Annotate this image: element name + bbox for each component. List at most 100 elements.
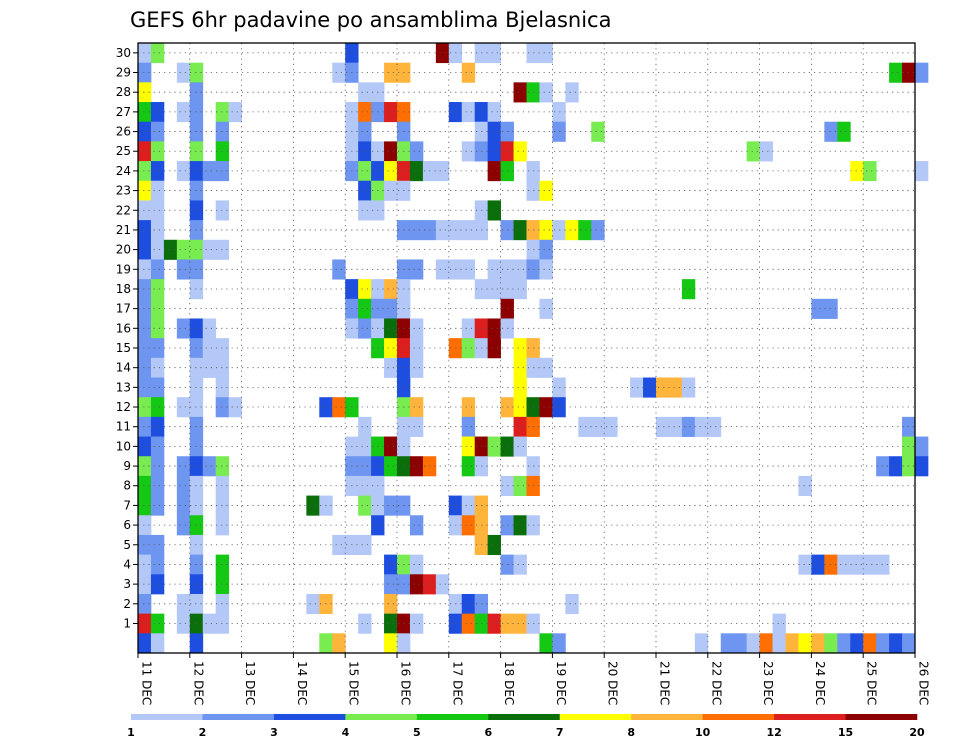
cell-m0-t48 <box>759 633 773 654</box>
y-tick-label: 3 <box>123 577 131 591</box>
cell-m13-t29 <box>513 377 527 398</box>
cell-m23-t19 <box>384 180 398 201</box>
cell-m12-t25 <box>461 397 476 418</box>
colorbar-swatch-7 <box>559 714 632 720</box>
cell-m16-t5 <box>202 318 217 339</box>
cell-m11-t35 <box>591 416 605 437</box>
cell-m10-t60 <box>915 436 929 457</box>
cell-m20-t0 <box>138 239 152 260</box>
cell-m19-t25 <box>461 259 476 280</box>
x-tick-label: 25 DEC <box>865 661 879 705</box>
cell-m17-t17 <box>358 298 372 319</box>
cell-m5-t15 <box>332 534 346 556</box>
cell-m24-t0 <box>138 161 152 182</box>
cell-m0-t15 <box>332 633 346 654</box>
cell-m4-t21 <box>409 554 424 575</box>
cell-m26-t35 <box>591 121 605 142</box>
colorbar-label: 10 <box>695 726 711 739</box>
cell-m29-t58 <box>889 62 903 83</box>
cell-m15-t25 <box>461 338 476 359</box>
colorbar-label: 6 <box>484 726 492 739</box>
cell-m6-t29 <box>513 515 527 536</box>
cell-m14-t5 <box>202 357 217 378</box>
cell-m8-t3 <box>176 475 191 496</box>
cell-m26-t54 <box>837 121 851 142</box>
cell-m1-t25 <box>461 613 476 634</box>
cell-m8-t51 <box>798 475 812 496</box>
cell-m1-t49 <box>772 613 786 634</box>
cell-m17-t19 <box>384 298 398 319</box>
cell-m17-t31 <box>539 298 553 319</box>
cell-m23-t17 <box>358 180 372 201</box>
cell-m24-t21 <box>409 161 424 182</box>
cell-m21-t4 <box>189 220 204 241</box>
cell-m8-t17 <box>358 475 372 496</box>
cell-m28-t17 <box>358 82 372 103</box>
cell-m3-t4 <box>189 574 204 595</box>
cell-m16-t1 <box>150 318 165 339</box>
cell-m12-t29 <box>513 397 527 418</box>
cell-m21-t34 <box>578 220 592 241</box>
colorbar-label: 4 <box>342 726 350 739</box>
x-tick-label: 22 DEC <box>709 661 723 705</box>
cell-m14-t21 <box>409 357 424 378</box>
cell-m11-t30 <box>526 416 540 437</box>
cell-m4-t53 <box>824 554 838 575</box>
cell-m7-t17 <box>358 495 372 516</box>
cell-m21-t32 <box>552 220 566 241</box>
x-tick-label: 15 DEC <box>347 661 361 705</box>
cell-m26-t4 <box>189 121 204 142</box>
cell-m16-t21 <box>409 318 424 339</box>
cell-m28-t0 <box>138 82 152 103</box>
cell-m15-t5 <box>202 338 217 359</box>
cell-m25-t48 <box>759 141 773 162</box>
cell-m26-t17 <box>358 121 372 142</box>
cell-m5-t17 <box>358 534 372 556</box>
cell-m10-t19 <box>384 436 398 457</box>
cell-m25-t1 <box>150 141 165 162</box>
cell-m12-t21 <box>409 397 424 418</box>
cell-m7-t1 <box>150 495 165 516</box>
cell-m3-t1 <box>150 574 165 595</box>
cell-m21-t29 <box>513 220 527 241</box>
cell-m30-t1 <box>150 43 165 64</box>
chart-title: GEFS 6hr padavine po ansamblima Bjelasni… <box>130 8 611 32</box>
cell-m21-t31 <box>539 220 553 241</box>
cell-m19-t1 <box>150 259 165 280</box>
cell-m22-t17 <box>358 200 372 221</box>
cell-m25-t4 <box>189 141 204 162</box>
cell-m20-t4 <box>189 239 204 260</box>
cell-m25-t27 <box>487 141 501 162</box>
cell-m12-t15 <box>332 397 346 418</box>
cell-m24-t1 <box>150 161 165 182</box>
cell-m20-t30 <box>526 239 540 260</box>
colorbar-swatch-4 <box>345 714 418 720</box>
cell-m24-t56 <box>863 161 877 182</box>
cell-m15-t21 <box>409 338 424 359</box>
cell-m0-t43 <box>694 633 709 654</box>
cell-m11-t29 <box>513 416 527 437</box>
cell-m2-t4 <box>189 593 204 615</box>
x-tick-label: 14 DEC <box>295 661 309 705</box>
cell-m11-t17 <box>358 416 372 437</box>
cell-m10-t29 <box>513 436 527 457</box>
cell-m0-t49 <box>772 633 786 654</box>
cell-m13-t40 <box>656 377 670 398</box>
cell-m23-t31 <box>539 180 553 201</box>
cell-m0-t14 <box>319 633 333 654</box>
cell-m12-t4 <box>189 397 204 418</box>
cell-m28-t30 <box>526 82 540 103</box>
cell-m24-t3 <box>176 161 191 182</box>
y-tick-label: 20 <box>116 243 131 257</box>
cell-m29-t19 <box>384 62 398 83</box>
cell-m13-t39 <box>643 377 657 398</box>
cell-m15-t0 <box>138 338 152 359</box>
cell-m15-t1 <box>150 338 165 359</box>
cell-m23-t4 <box>189 180 204 201</box>
colorbar-swatch-1 <box>131 714 203 720</box>
colorbar-label: 8 <box>627 726 635 739</box>
cell-m26-t1 <box>150 121 165 142</box>
cell-m29-t3 <box>176 62 191 83</box>
cell-m4-t56 <box>863 554 877 575</box>
cell-m27-t0 <box>138 102 152 123</box>
